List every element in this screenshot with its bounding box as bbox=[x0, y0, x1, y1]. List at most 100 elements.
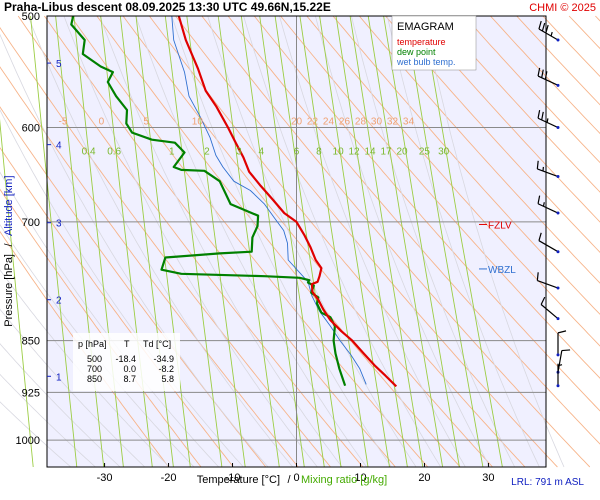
wind-barb bbox=[537, 110, 560, 130]
moist-adiabat-line bbox=[171, 15, 392, 468]
table-header-t: T bbox=[124, 339, 130, 349]
dry-adiabat-line bbox=[306, 15, 600, 347]
moist-adiabat-line bbox=[422, 15, 565, 468]
moist-adiabat-line bbox=[0, 269, 170, 468]
mixing-ratio-label: 1 bbox=[169, 147, 175, 158]
wind-barb-feather bbox=[536, 160, 539, 170]
wind-barb-feather bbox=[544, 71, 548, 80]
wind-barb-staff bbox=[537, 279, 559, 289]
mixing-ratio-label: 17 bbox=[381, 147, 393, 158]
dry-adiabat-label: 22 bbox=[307, 117, 319, 128]
dry-adiabat-line bbox=[280, 15, 600, 379]
dry-adiabat-line bbox=[0, 147, 234, 468]
wind-barb-base bbox=[556, 126, 560, 130]
x-axis-label-mixing: Mixing ratio [g/kg] bbox=[301, 474, 387, 486]
wind-barb-base bbox=[556, 38, 560, 42]
mixing-ratio-label: 20 bbox=[396, 147, 408, 158]
pressure-tick-label: 925 bbox=[22, 387, 40, 399]
dry-adiabat-label: 20 bbox=[291, 117, 303, 128]
temperature-tick-label: 10 bbox=[354, 472, 366, 484]
mixing-ratio-label: 0.6 bbox=[107, 147, 121, 158]
y-axis-separator: / bbox=[3, 243, 15, 247]
moist-adiabat-line bbox=[0, 308, 146, 468]
moist-adiabat-line bbox=[0, 33, 269, 468]
moist-adiabat-line bbox=[351, 15, 516, 468]
moist-adiabat-line bbox=[386, 15, 540, 468]
mixing-ratio-label: 12 bbox=[349, 147, 361, 158]
legend-box bbox=[391, 15, 477, 71]
wind-barb-feather bbox=[541, 22, 546, 32]
dry-adiabat-label: 32 bbox=[387, 117, 399, 128]
dry-adiabat-line bbox=[411, 15, 600, 223]
moist-adiabats bbox=[0, 15, 565, 468]
moist-adiabat-line bbox=[0, 343, 121, 468]
table-cell-td: -8.2 bbox=[158, 364, 174, 374]
legend-dew-point: dew point bbox=[397, 47, 436, 57]
table-header-p: p [hPa] bbox=[78, 339, 107, 349]
altitude-tick-label: 5 bbox=[56, 59, 62, 70]
wind-barb bbox=[556, 330, 567, 357]
dry-adiabat-label: 10 bbox=[192, 117, 204, 128]
dry-adiabat-line bbox=[0, 188, 202, 468]
x-axis-separator: / bbox=[287, 474, 291, 486]
dry-adiabat-line bbox=[463, 15, 600, 164]
pressure-tick-label: 500 bbox=[22, 11, 40, 23]
dry-adiabat-line bbox=[0, 27, 331, 468]
dry-adiabat-label: 0 bbox=[99, 117, 105, 128]
altitude-tick-label: 2 bbox=[56, 296, 62, 307]
wind-barb-half-feather bbox=[557, 364, 563, 367]
mixing-ratio-label: 14 bbox=[365, 147, 377, 158]
chart-title: Praha-Libus descent 08.09.2025 13:30 UTC… bbox=[4, 0, 331, 14]
table-cell-t: 0.0 bbox=[123, 364, 136, 374]
dry-adiabat-label: 30 bbox=[371, 117, 383, 128]
series-wet-bulb-temp-line bbox=[171, 15, 367, 385]
dry-adiabat-label: -5 bbox=[59, 117, 68, 128]
dry-adiabat-label: 24 bbox=[323, 117, 335, 128]
wind-barb-feather bbox=[541, 111, 544, 121]
wind-barb bbox=[538, 232, 560, 254]
moist-adiabat-line bbox=[135, 15, 368, 468]
dry-adiabat-line bbox=[437, 15, 600, 193]
moist-adiabat-line bbox=[279, 15, 466, 468]
temperature-tick-label: -20 bbox=[161, 472, 177, 484]
wind-barb-staff bbox=[540, 304, 559, 320]
wind-barb-feather bbox=[537, 67, 541, 77]
dry-adiabat-line bbox=[70, 15, 429, 468]
altitude-tick-label: 4 bbox=[56, 141, 62, 152]
temperature-tick-label: -10 bbox=[225, 472, 241, 484]
mixing-ratio-label: 2 bbox=[204, 147, 210, 158]
moist-adiabat-line bbox=[0, 171, 220, 468]
dry-adiabat-line bbox=[385, 15, 600, 253]
mixing-ratio-label: 4 bbox=[259, 147, 265, 158]
wind-barb bbox=[556, 363, 563, 388]
dry-adiabat-line bbox=[332, 15, 600, 315]
wind-barb-staff bbox=[557, 350, 563, 373]
moist-adiabat-line bbox=[0, 109, 244, 468]
mixing-ratio-label: 8 bbox=[316, 147, 322, 158]
dry-adiabat-line bbox=[358, 15, 600, 284]
dry-adiabat-line bbox=[149, 15, 526, 468]
pressure-tick-label: 600 bbox=[22, 123, 40, 135]
legend-temperature: temperature bbox=[397, 37, 446, 47]
lrl-label: LRL: 791 m ASL bbox=[511, 477, 584, 488]
dry-adiabat-line bbox=[201, 15, 591, 468]
mixing-ratio-label: 30 bbox=[438, 147, 450, 158]
pressure-tick-label: 1000 bbox=[16, 435, 40, 447]
wind-barb-feather bbox=[537, 110, 541, 119]
dry-adiabat-label: 26 bbox=[339, 117, 351, 128]
wind-barb-feather bbox=[561, 349, 571, 352]
moist-adiabat-line bbox=[243, 15, 442, 468]
dry-adiabat-label: 28 bbox=[355, 117, 367, 128]
wind-barb-staff bbox=[537, 203, 559, 214]
mixing-ratio-label: 25 bbox=[419, 147, 431, 158]
wind-barb-base bbox=[556, 317, 560, 321]
moist-adiabat-line bbox=[27, 15, 294, 468]
dry-adiabat-label: 5 bbox=[143, 117, 149, 128]
wind-barb-half-feather bbox=[550, 31, 553, 37]
series-dew-point-line bbox=[70, 15, 347, 387]
dry-adiabat-label: 34 bbox=[403, 117, 415, 128]
wind-barb bbox=[536, 272, 560, 290]
table-cell-t: 8.7 bbox=[123, 374, 136, 384]
wind-barb-feather bbox=[541, 69, 544, 78]
